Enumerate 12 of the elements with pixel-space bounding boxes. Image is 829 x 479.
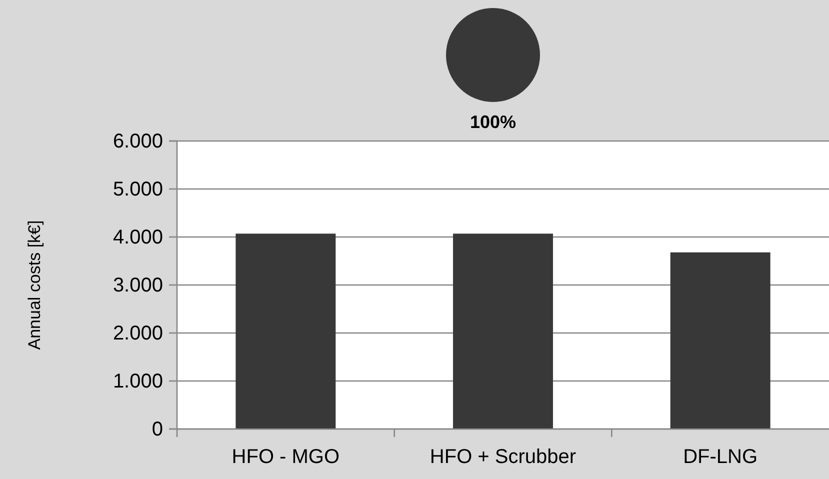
y-axis-title: Annual costs [k€] xyxy=(25,220,44,350)
data-label: 100% xyxy=(470,112,516,132)
y-tick-label: 2.000 xyxy=(112,322,163,344)
x-tick-label: HFO - MGO xyxy=(232,446,340,468)
y-tick-label: 6.000 xyxy=(112,130,163,152)
y-tick-label: 1.000 xyxy=(112,370,163,392)
y-tick-label: 0 xyxy=(152,418,163,440)
y-tick-label: 5.000 xyxy=(112,178,163,200)
x-tick-label: DF-LNG xyxy=(683,446,758,468)
x-tick-label: HFO + Scrubber xyxy=(430,446,576,468)
y-tick-label: 4.000 xyxy=(112,226,163,248)
y-tick-label: 3.000 xyxy=(112,274,163,296)
